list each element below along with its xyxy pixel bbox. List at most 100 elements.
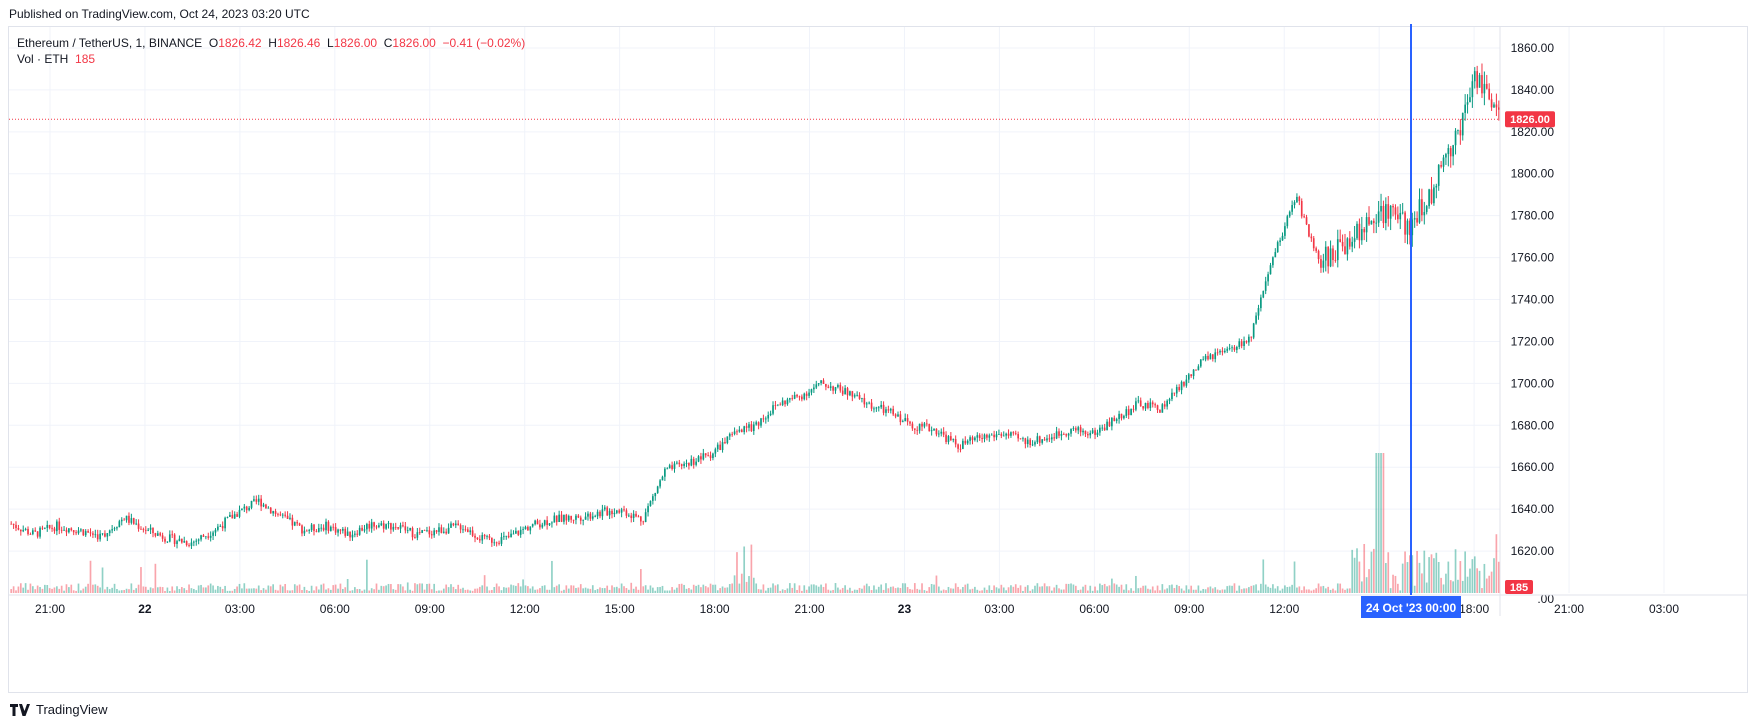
candle-body xyxy=(962,440,964,449)
volume-bar xyxy=(474,588,476,593)
footer-brand[interactable]: TradingView xyxy=(10,702,108,717)
candle-body xyxy=(402,525,404,527)
volume-bar xyxy=(212,585,214,593)
candle-body xyxy=(1339,239,1342,242)
volume-bar xyxy=(214,589,217,593)
volume-bar xyxy=(313,590,315,593)
candle-body xyxy=(1471,81,1474,98)
candle-body xyxy=(1111,417,1113,427)
price-tick-label: 1860.00 xyxy=(1511,41,1555,55)
candle-body xyxy=(1315,248,1317,251)
volume-bar xyxy=(1127,590,1130,593)
volume-bar xyxy=(813,584,815,593)
volume-bar xyxy=(599,587,601,593)
candle-body xyxy=(1163,404,1166,407)
volume-bar xyxy=(478,586,481,593)
volume-bar xyxy=(1428,557,1430,593)
volume-bar xyxy=(810,584,813,593)
volume-bar xyxy=(676,587,678,593)
time-tick-label: 23 xyxy=(898,602,912,616)
volume-bar xyxy=(1425,582,1428,593)
volume-bar xyxy=(101,567,104,593)
volume-bar xyxy=(426,583,428,593)
volume-bar xyxy=(1495,534,1498,593)
legend-symbol[interactable]: Ethereum / TetherUS, 1, BINANCE xyxy=(17,36,203,50)
candle-body xyxy=(584,516,587,520)
volume-bar xyxy=(416,584,419,593)
candle-body xyxy=(226,516,229,518)
candle-body xyxy=(1183,381,1185,386)
candle-body xyxy=(87,531,89,533)
volume-bar xyxy=(29,583,32,593)
chart-legend: Ethereum / TetherUS, 1, BINANCE O1826.42… xyxy=(17,35,525,67)
volume-bar xyxy=(193,588,195,593)
candle-body xyxy=(1192,369,1195,377)
volume-bar xyxy=(183,588,186,593)
candle-body xyxy=(519,529,522,535)
volume-bar xyxy=(1363,543,1366,593)
candle-body xyxy=(1207,355,1209,360)
volume-bar xyxy=(959,589,962,593)
volume-bar xyxy=(1058,588,1060,593)
volume-bar xyxy=(512,585,515,593)
candle-body xyxy=(380,523,383,526)
volume-bar xyxy=(1320,586,1322,593)
candle-body xyxy=(551,522,553,524)
volume-bar xyxy=(334,584,337,593)
volume-bar xyxy=(438,590,440,593)
time-tick-label: 03:00 xyxy=(984,602,1014,616)
candle-body xyxy=(921,423,923,427)
candle-body xyxy=(108,530,111,534)
price-tick-label: 1740.00 xyxy=(1511,293,1555,307)
candle-body xyxy=(1392,205,1394,208)
chart-frame[interactable] xyxy=(8,26,1748,693)
volume-bar xyxy=(534,589,536,593)
candle-body xyxy=(53,528,56,532)
volume-bar xyxy=(1125,584,1128,593)
candle-body xyxy=(96,534,99,540)
volume-bar xyxy=(205,587,207,593)
candle-body xyxy=(719,444,721,451)
volume-bar xyxy=(964,584,967,593)
volume-bar xyxy=(1348,588,1351,593)
candle-body xyxy=(1074,428,1077,431)
candle-body xyxy=(757,422,760,426)
volume-bar xyxy=(1228,585,1231,593)
candle-body xyxy=(1481,75,1483,94)
candle-body xyxy=(301,525,303,534)
volume-bar xyxy=(303,586,306,593)
candle-body xyxy=(531,524,534,527)
candle-body xyxy=(1488,88,1491,100)
volume-bar xyxy=(543,585,546,593)
candle-body xyxy=(286,515,289,519)
candle-body xyxy=(808,392,810,396)
volume-bar xyxy=(1192,589,1195,593)
candle-body xyxy=(440,527,443,533)
candle-body xyxy=(171,534,174,536)
volume-bar xyxy=(803,585,806,593)
candle-body xyxy=(370,522,373,529)
candle-body xyxy=(1317,250,1320,260)
volume-bar xyxy=(250,588,253,593)
candle-body xyxy=(279,514,282,516)
candle-body xyxy=(1300,201,1303,217)
legend-volume-label[interactable]: Vol · ETH xyxy=(17,52,69,66)
volume-bar xyxy=(666,590,669,593)
candle-body xyxy=(786,399,789,405)
volume-bar xyxy=(491,589,493,593)
volume-bar xyxy=(1454,549,1457,593)
candle-body xyxy=(1226,348,1229,351)
volume-bar xyxy=(1296,587,1298,593)
volume-bar xyxy=(1370,551,1373,593)
volume-bar xyxy=(1483,563,1486,593)
volume-bar xyxy=(159,586,162,593)
candle-body xyxy=(889,408,892,411)
volume-bar xyxy=(308,590,311,593)
candle-body xyxy=(1062,434,1065,435)
volume-bar xyxy=(632,588,635,593)
volume-bar xyxy=(226,590,229,593)
volume-bar xyxy=(671,587,673,593)
candle-body xyxy=(700,456,702,460)
volume-bar xyxy=(289,590,291,593)
